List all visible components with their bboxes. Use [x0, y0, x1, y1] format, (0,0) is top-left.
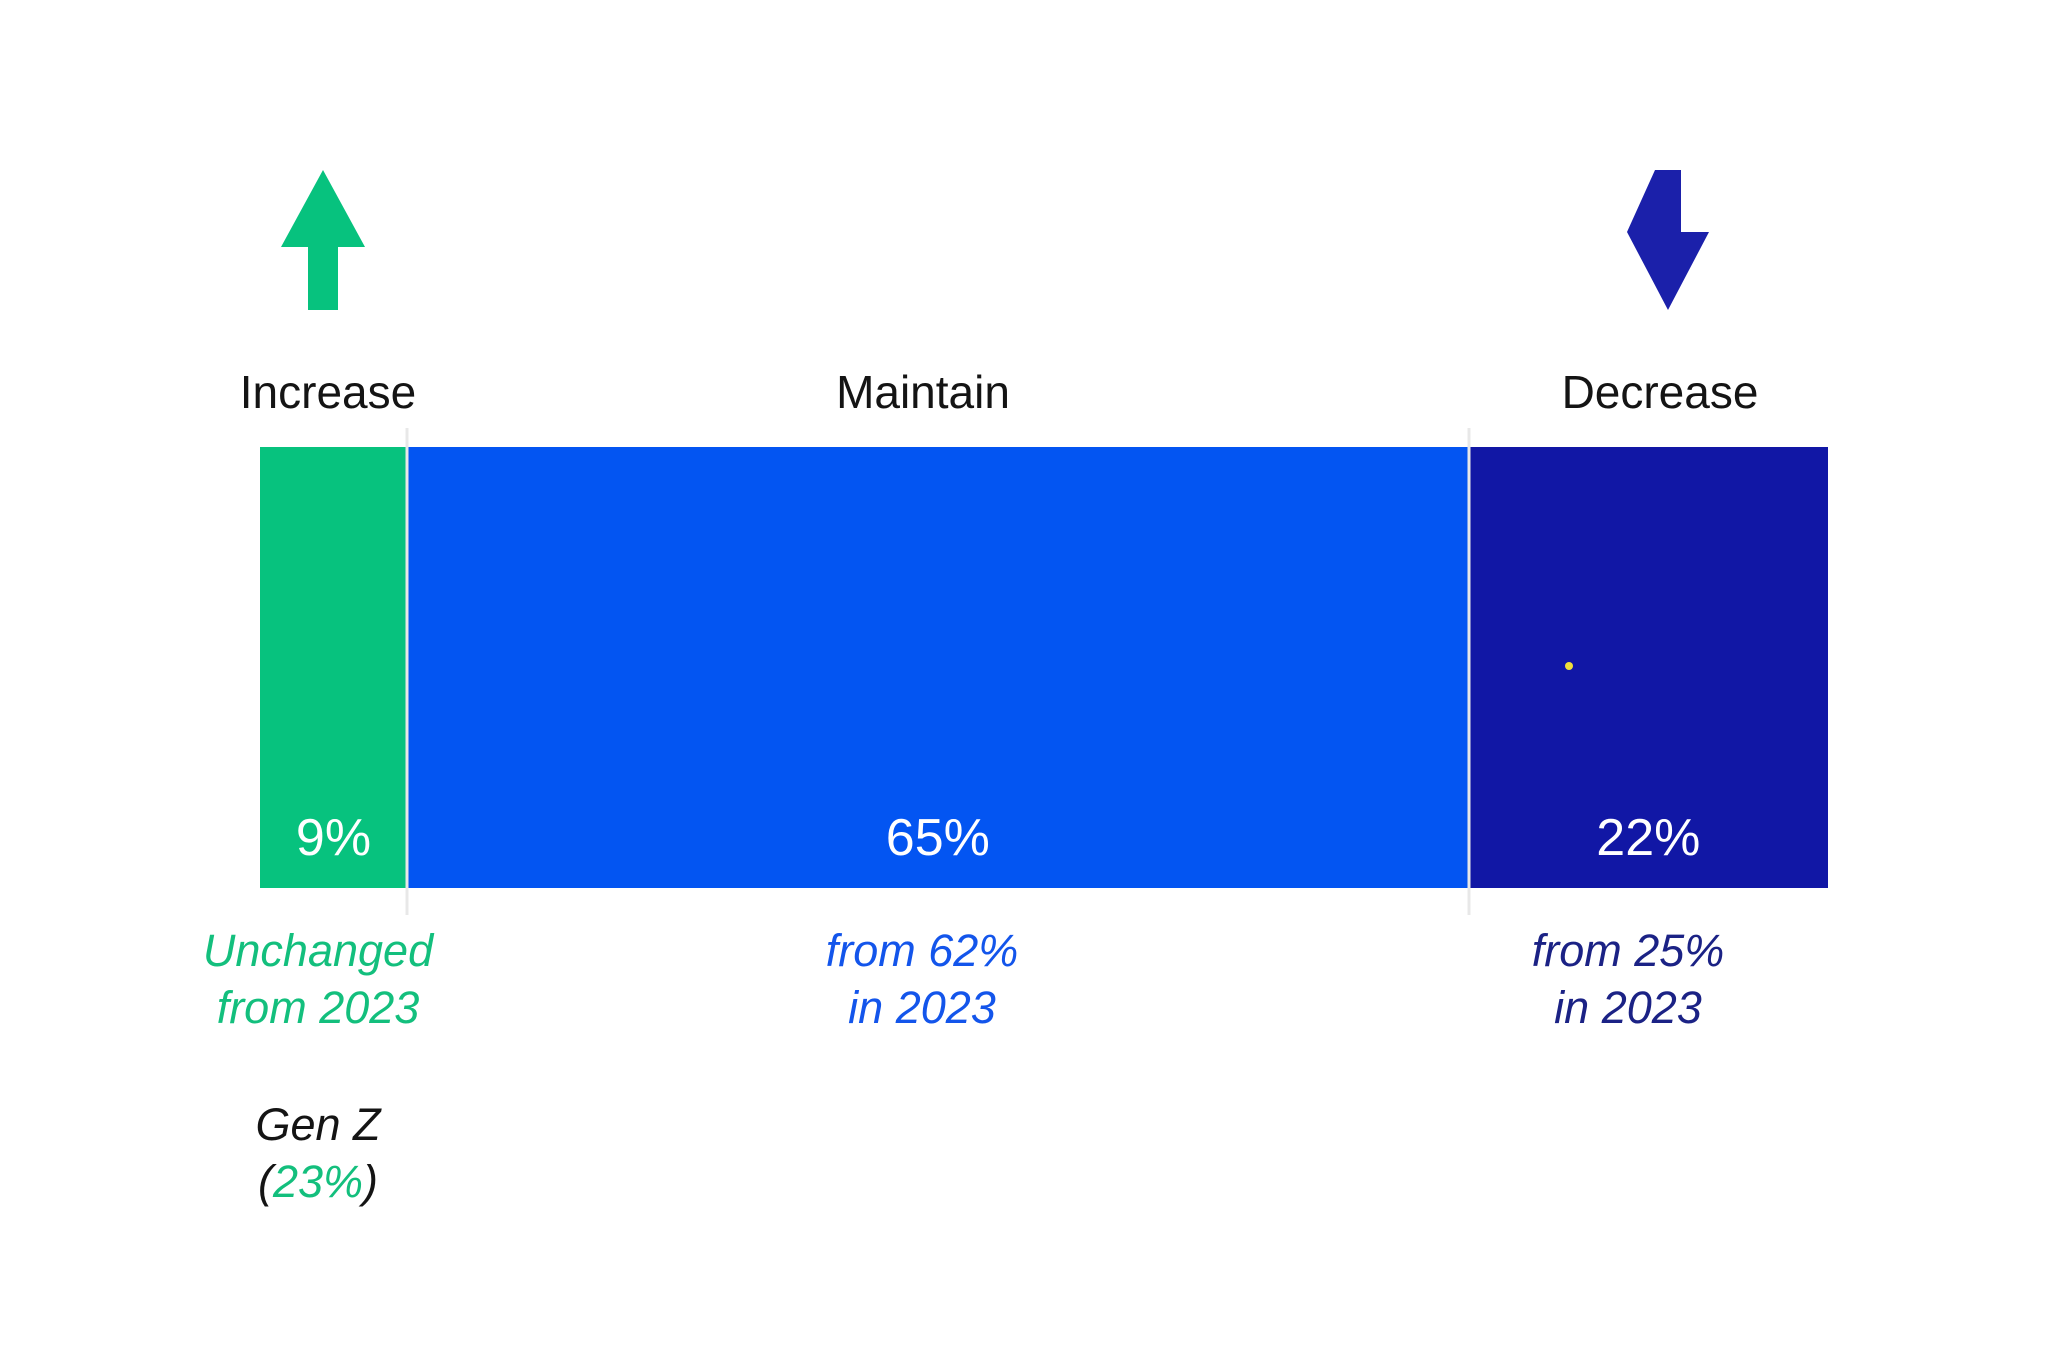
- segment-value-label-decrease: 22%: [1596, 809, 1701, 867]
- category-label-maintain: Maintain: [836, 366, 1010, 418]
- segment-divider: [405, 428, 409, 915]
- footnote-label: Gen Z: [255, 1099, 381, 1150]
- stacked-bar: 9% 65% 22%: [260, 447, 1828, 888]
- segment-divider: [1467, 428, 1471, 915]
- annotation-decrease: from 25% in 2023: [1532, 922, 1725, 1036]
- decrease-down-arrow-icon: [1627, 170, 1709, 310]
- annotation-line: in 2023: [848, 982, 996, 1033]
- footnote-paren-close: ): [363, 1156, 379, 1207]
- increase-up-arrow-icon: [281, 170, 365, 310]
- annotation-maintain: from 62% in 2023: [826, 922, 1019, 1036]
- segment-value-label-increase: 9%: [295, 809, 372, 867]
- annotation-line: from 2023: [216, 982, 420, 1033]
- bar-segment-decrease: 22%: [1468, 447, 1828, 888]
- footnote-percent: 23%: [272, 1156, 364, 1207]
- annotation-line: Unchanged: [202, 925, 434, 976]
- bar-segment-increase: 9%: [260, 447, 407, 888]
- annotation-increase: Unchanged from 2023: [203, 922, 433, 1036]
- marker-dot: [1565, 662, 1573, 670]
- bar-segment-maintain: 65%: [407, 447, 1469, 888]
- category-label-decrease: Decrease: [1561, 366, 1759, 418]
- footnote-genz: Gen Z (23%): [255, 1096, 380, 1210]
- segment-value-label-maintain: 65%: [885, 809, 990, 867]
- annotation-line: from 62%: [825, 925, 1019, 976]
- annotation-line: from 25%: [1531, 925, 1725, 976]
- annotation-line: in 2023: [1554, 982, 1702, 1033]
- footnote-value-line: (23%): [255, 1153, 380, 1210]
- category-label-increase: Increase: [239, 366, 417, 418]
- footnote-paren-open: (: [257, 1156, 273, 1207]
